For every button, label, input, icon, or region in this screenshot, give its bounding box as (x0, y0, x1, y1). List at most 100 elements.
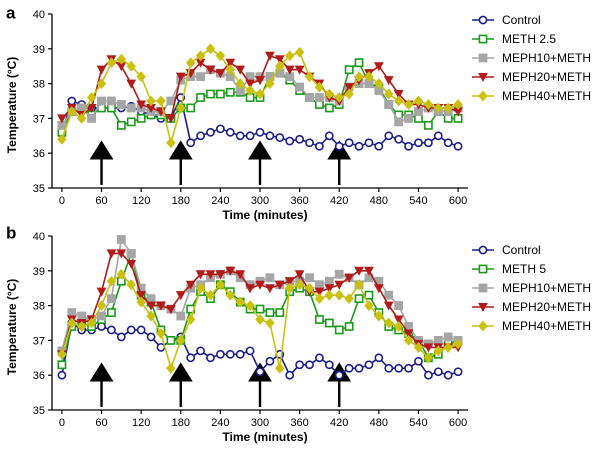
data-point (315, 141, 324, 151)
data-point (57, 370, 67, 380)
series-meph20-meth (57, 249, 463, 360)
data-point (136, 100, 147, 110)
data-point (324, 276, 334, 286)
legend-label: MEPH20+METH (502, 70, 591, 84)
data-point (394, 134, 404, 144)
data-point (304, 71, 315, 83)
data-point (116, 268, 127, 280)
legend-label: MEPH20+METH (502, 300, 591, 314)
data-point (443, 114, 453, 123)
data-point (354, 58, 364, 68)
data-point (215, 270, 226, 280)
data-point (334, 269, 344, 279)
data-point (225, 349, 235, 359)
data-point (453, 141, 463, 151)
data-point (215, 279, 226, 291)
data-point (96, 300, 107, 312)
data-point (205, 270, 216, 280)
legend-marker (478, 34, 488, 44)
data-point (334, 92, 344, 103)
data-point (185, 280, 196, 290)
data-point (334, 141, 344, 151)
data-point (146, 332, 156, 342)
data-point (116, 332, 126, 342)
legend-label: METH 5 (502, 262, 546, 276)
data-point (324, 131, 334, 141)
data-point (107, 103, 116, 113)
x-tick-label: 600 (449, 417, 467, 429)
y-axis-title: Temperature (°C) (5, 57, 19, 154)
x-axis-title: Time (minutes) (222, 430, 307, 444)
data-point (394, 301, 404, 310)
data-point (57, 133, 67, 145)
data-point (116, 53, 127, 65)
data-point (107, 294, 116, 304)
data-point (116, 235, 126, 244)
legend-entry: MEPH40+METH (472, 319, 591, 333)
data-point (97, 96, 106, 106)
data-point (404, 114, 413, 123)
data-point (97, 322, 106, 331)
data-point (255, 304, 265, 314)
data-point (156, 95, 166, 107)
data-point (324, 360, 334, 370)
legend-entry: MEPH20+METH (472, 300, 591, 314)
x-tick-label: 420 (330, 417, 348, 429)
data-point (146, 294, 156, 304)
data-point (443, 102, 453, 114)
data-point (384, 100, 394, 109)
data-point (334, 280, 345, 290)
data-point (285, 136, 295, 146)
legend-marker (478, 15, 488, 25)
panel-b: b 35 36 37 38 39 40 0 60 120 180 240 300 360 420 480 540… (5, 223, 591, 444)
legend-entry: MEPH20+METH (472, 70, 591, 84)
data-point (96, 287, 107, 297)
data-point (314, 287, 325, 297)
data-point (394, 117, 404, 127)
data-point (255, 280, 265, 290)
data-point (324, 284, 335, 294)
legend-marker (478, 302, 488, 313)
x-tick-label: 540 (409, 195, 427, 207)
data-point (324, 88, 335, 100)
y-tick-label: 37 (33, 335, 45, 347)
x-tick-label: 480 (370, 195, 388, 207)
legend-marker (478, 320, 488, 332)
data-point (354, 363, 364, 373)
data-point (235, 349, 245, 359)
data-point (245, 284, 255, 294)
data-point (404, 363, 413, 373)
data-point (107, 308, 116, 317)
data-point (393, 95, 404, 107)
data-point (166, 362, 176, 374)
data-point (86, 92, 97, 103)
data-point (403, 329, 414, 339)
data-point (97, 311, 106, 321)
y-tick-label: 39 (33, 266, 45, 278)
data-point (284, 277, 295, 287)
data-point (57, 360, 67, 370)
data-point (295, 82, 305, 92)
data-point (146, 310, 156, 322)
legend-marker (478, 90, 488, 102)
data-point (393, 321, 404, 332)
legend-entry: METH 2.5 (472, 32, 556, 46)
data-point (265, 273, 275, 283)
data-point (315, 93, 324, 102)
data-point (166, 137, 176, 149)
data-point (195, 50, 206, 62)
legend-label: Control (502, 243, 541, 257)
data-point (453, 99, 463, 110)
panel-label-a: a (6, 3, 16, 22)
data-point (344, 83, 355, 93)
data-point (235, 78, 245, 90)
data-point (185, 57, 196, 69)
data-point (403, 334, 414, 346)
data-point (195, 282, 206, 294)
data-point (206, 89, 215, 99)
data-point (136, 71, 146, 83)
data-point (225, 127, 235, 137)
data-point (364, 360, 374, 370)
data-point (106, 275, 117, 287)
data-point (176, 102, 186, 114)
